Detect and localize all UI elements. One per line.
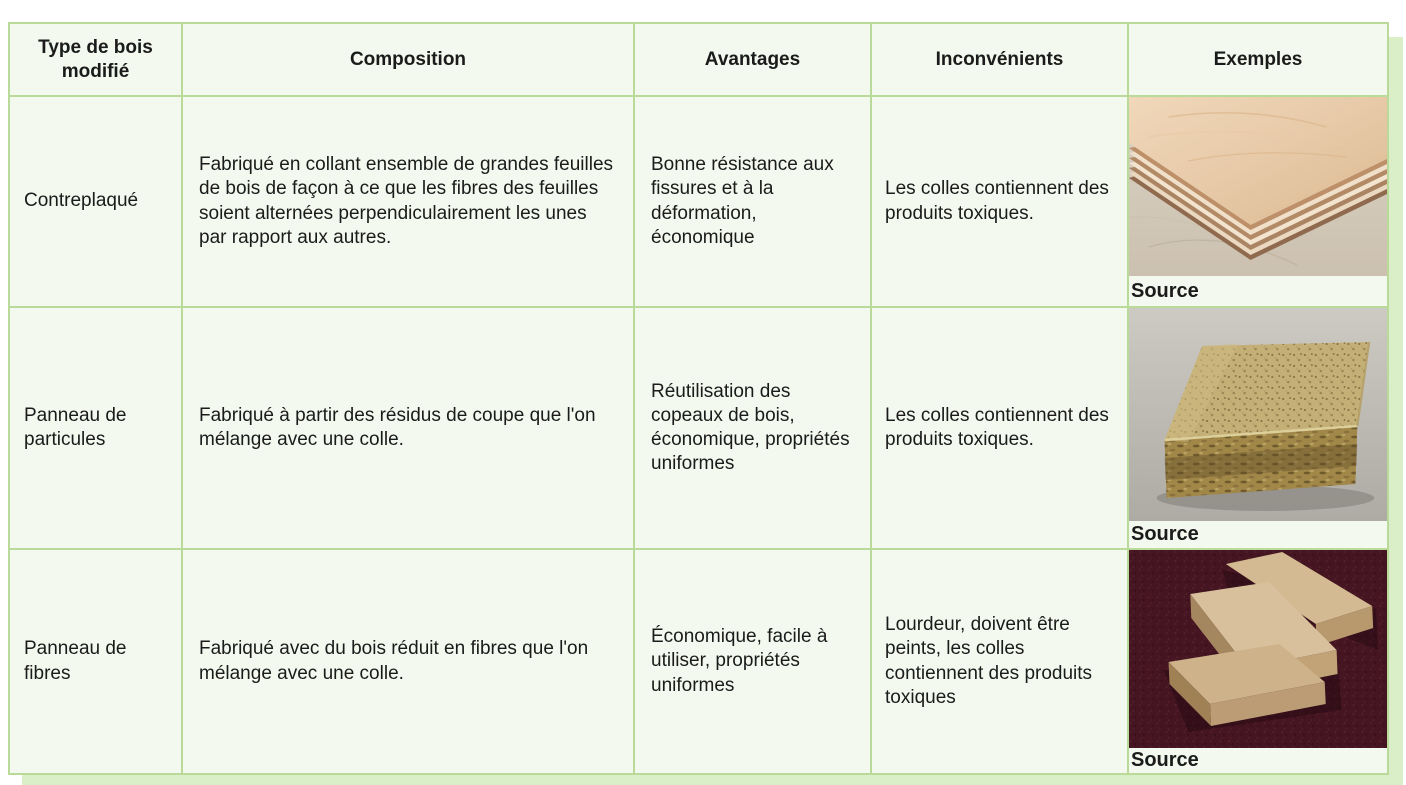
exemples-cell: Source: [1129, 97, 1387, 306]
column-header-composition: Composition: [183, 24, 633, 95]
mdf-boards-photo: [1129, 550, 1387, 748]
particle-board-photo: [1129, 308, 1387, 521]
source-link[interactable]: Source: [1131, 279, 1199, 302]
avantages-text: Économique, facile à utiliser, propriété…: [651, 626, 828, 696]
wood-types-table: Type de bois modifié Composition Avantag…: [8, 22, 1389, 775]
composition-text: Fabriqué avec du bois réduit en fibres q…: [199, 638, 589, 684]
column-header-inconvenients: Inconvénients: [872, 24, 1127, 95]
column-header-type: Type de bois modifié: [10, 24, 181, 95]
inconvenients-cell: Les colles contiennent des produits toxi…: [872, 97, 1127, 306]
inconvenients-cell: Lourdeur, doivent être peints, les colle…: [872, 550, 1127, 773]
source-link[interactable]: Source: [1131, 749, 1199, 771]
wood-type-label: Panneau de fibres: [24, 638, 127, 684]
wood-type-cell: Panneau de fibres: [10, 550, 181, 773]
composition-text: Fabriqué à partir des résidus de coupe q…: [199, 404, 596, 450]
inconvenients-text: Les colles contiennent des produits toxi…: [885, 404, 1109, 450]
wood-type-label: Panneau de particules: [24, 404, 127, 450]
avantages-cell: Économique, facile à utiliser, propriété…: [635, 550, 870, 773]
column-header-avantages: Avantages: [635, 24, 870, 95]
composition-text: Fabriqué en collant ensemble de grandes …: [199, 154, 614, 248]
column-header-exemples: Exemples: [1129, 24, 1387, 95]
inconvenients-cell: Les colles contiennent des produits toxi…: [872, 308, 1127, 548]
exemples-cell: Source: [1129, 550, 1387, 773]
avantages-cell: Réutilisation des copeaux de bois, écono…: [635, 308, 870, 548]
wood-type-label: Contreplaqué: [24, 190, 139, 212]
avantages-cell: Bonne résistance aux fissures et à la dé…: [635, 97, 870, 306]
composition-cell: Fabriqué avec du bois réduit en fibres q…: [183, 550, 633, 773]
plywood-corner-photo: [1129, 97, 1387, 276]
avantages-text: Bonne résistance aux fissures et à la dé…: [651, 154, 834, 248]
avantages-text: Réutilisation des copeaux de bois, écono…: [651, 380, 850, 475]
wood-type-cell: Panneau de particules: [10, 308, 181, 548]
inconvenients-text: Lourdeur, doivent être peints, les colle…: [885, 614, 1093, 708]
composition-cell: Fabriqué en collant ensemble de grandes …: [183, 97, 633, 306]
exemples-cell: Source: [1129, 308, 1387, 548]
wood-type-cell: Contreplaqué: [10, 97, 181, 306]
inconvenients-text: Les colles contiennent des produits toxi…: [885, 178, 1109, 224]
source-link[interactable]: Source: [1131, 523, 1199, 545]
composition-cell: Fabriqué à partir des résidus de coupe q…: [183, 308, 633, 548]
